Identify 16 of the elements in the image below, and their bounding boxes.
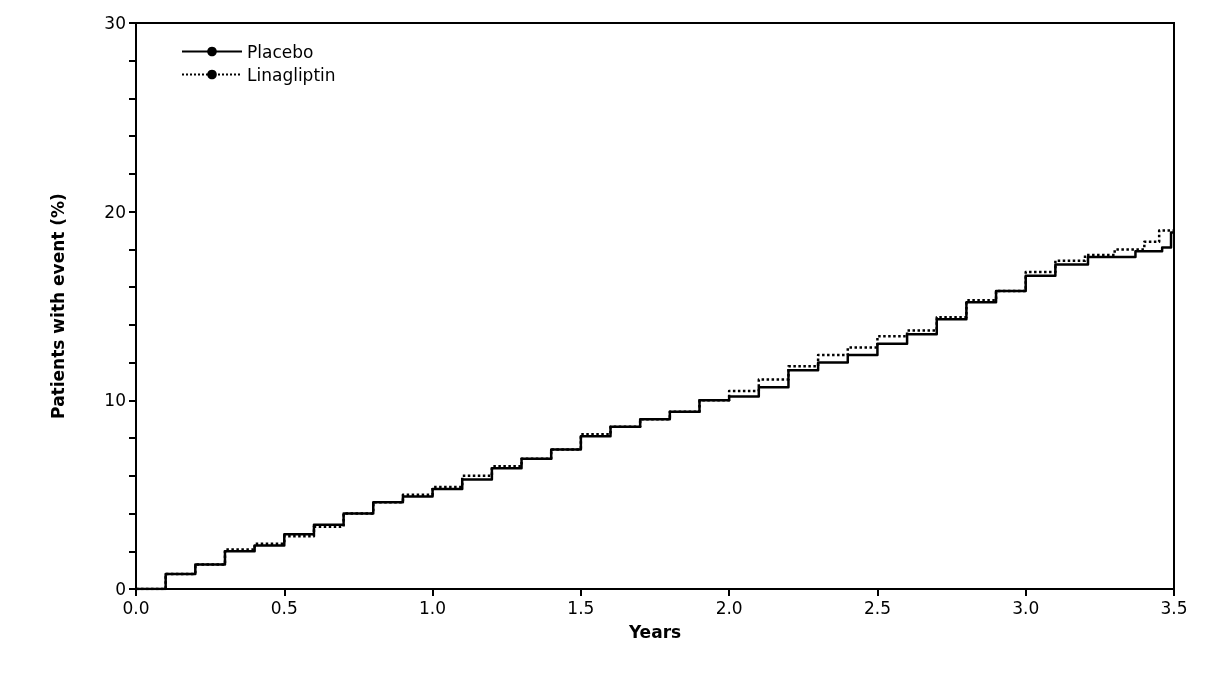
x-tick-label: 0.5: [270, 597, 298, 618]
x-tick-label: 1.0: [419, 597, 447, 618]
x-axis-title: Years: [627, 621, 682, 642]
x-tick-label: 3.0: [1012, 597, 1040, 618]
y-tick-label: 30: [104, 13, 126, 33]
x-tick-label: 2.5: [863, 597, 891, 618]
y-tick-label: 10: [104, 390, 126, 411]
legend-label: Placebo: [247, 41, 314, 62]
x-tick-label: 1.5: [567, 597, 595, 618]
y-tick-label: 20: [104, 201, 126, 222]
x-tick-label: 2.0: [715, 597, 743, 618]
legend-label: Linagliptin: [247, 64, 336, 85]
y-tick-label: 0: [115, 579, 126, 599]
x-tick-label: 0.0: [122, 597, 150, 618]
x-tick-label: 3.5: [1160, 597, 1188, 618]
y-axis-title: Patients with event (%): [47, 193, 68, 419]
